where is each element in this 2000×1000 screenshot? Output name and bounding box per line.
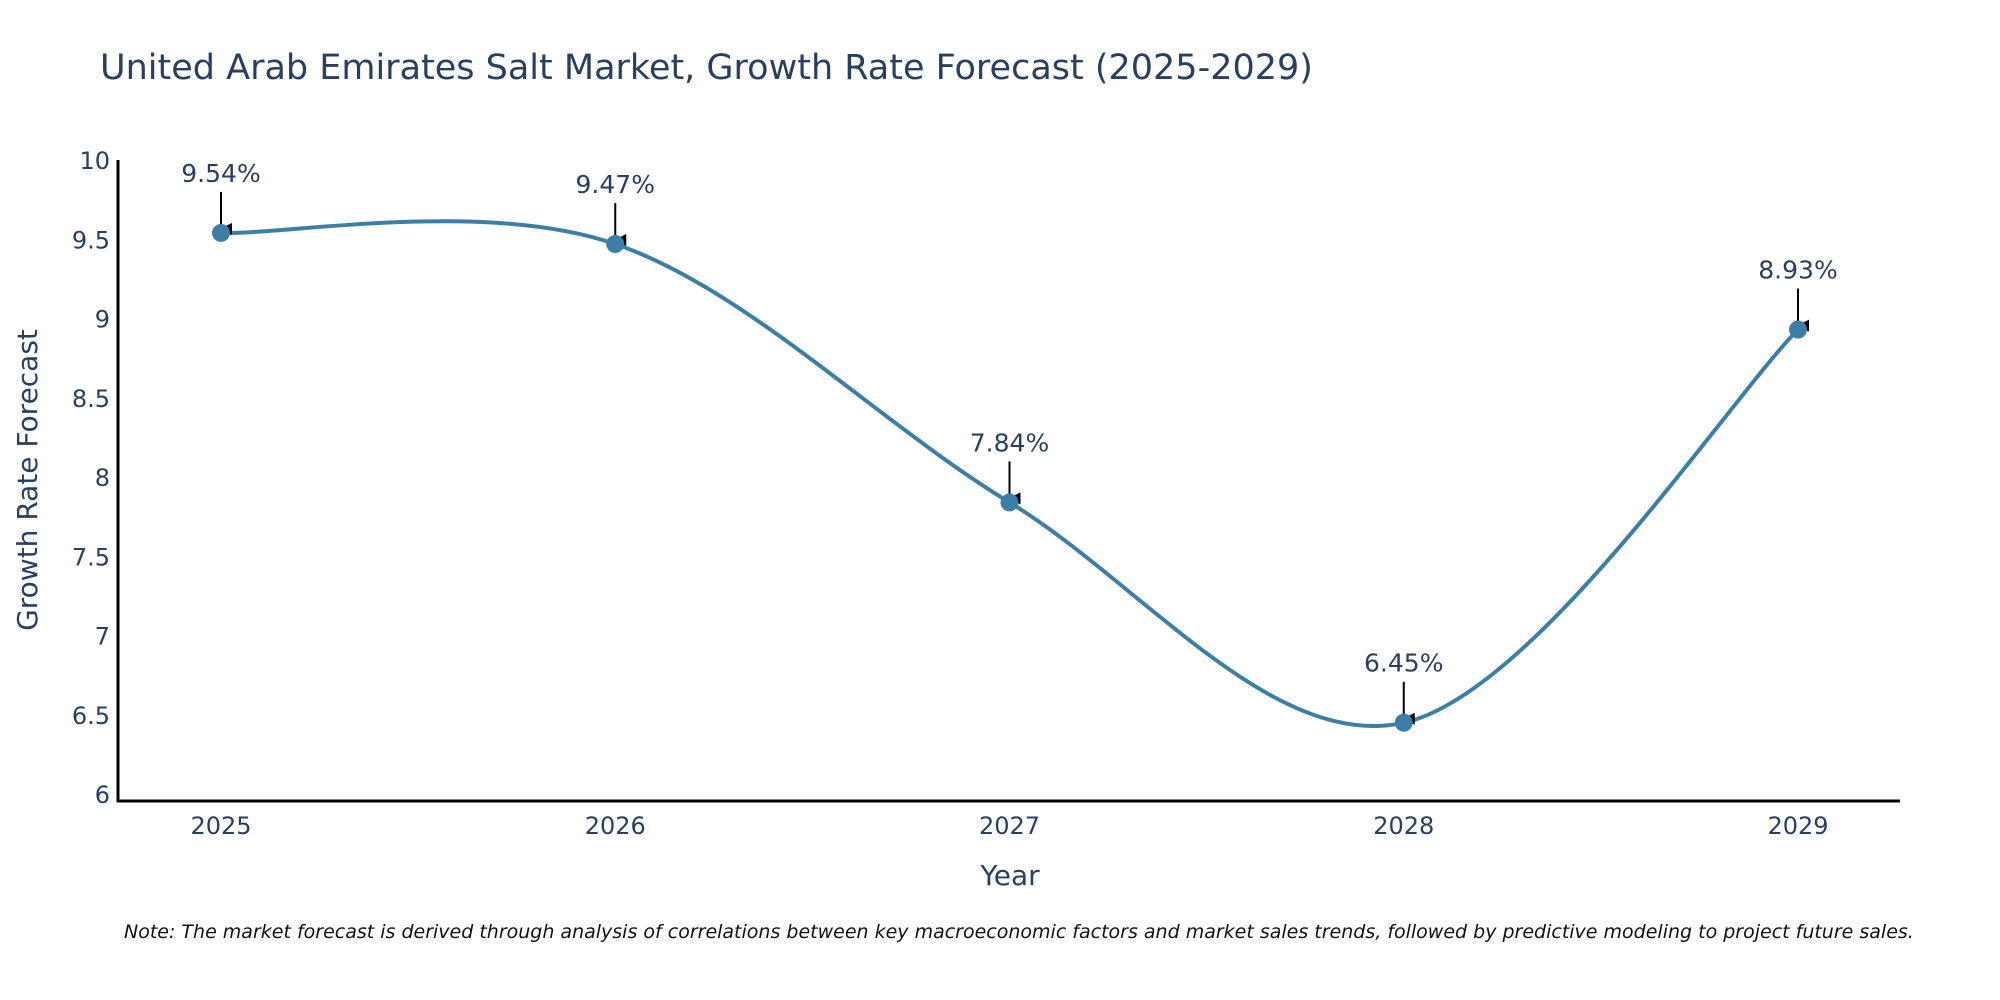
y-tick-label: 7.5 bbox=[72, 543, 110, 571]
x-axis-label: Year bbox=[979, 859, 1040, 892]
footnote: Note: The market forecast is derived thr… bbox=[124, 921, 1914, 943]
y-tick-label: 10 bbox=[79, 147, 110, 175]
data-point-marker bbox=[606, 235, 625, 254]
annotation-label: 8.93% bbox=[1758, 256, 1837, 285]
data-markers bbox=[212, 223, 1807, 732]
annotation-label: 6.45% bbox=[1364, 649, 1443, 678]
annotation-label: 7.84% bbox=[970, 428, 1049, 457]
y-tick-label: 6.5 bbox=[72, 702, 110, 730]
data-point-marker bbox=[1789, 320, 1807, 339]
y-tick-label: 8.5 bbox=[72, 385, 110, 413]
x-tick-label: 2027 bbox=[979, 812, 1040, 840]
y-tick-label: 7 bbox=[95, 623, 110, 651]
x-tick-label: 2028 bbox=[1373, 812, 1434, 840]
y-tick-label: 6 bbox=[95, 781, 110, 809]
data-annotations: 9.54% 9.47% 7.84% 6.45% 8.93% bbox=[181, 159, 1838, 725]
y-tick-label: 9 bbox=[95, 306, 110, 334]
y-tick-label: 9.5 bbox=[72, 226, 110, 254]
annotation-label: 9.47% bbox=[576, 170, 655, 199]
x-tick-label: 2029 bbox=[1767, 812, 1828, 840]
data-point-marker bbox=[212, 223, 230, 242]
data-point-marker bbox=[1000, 493, 1019, 512]
annotation-label: 9.54% bbox=[181, 159, 260, 188]
chart-title: United Arab Emirates Salt Market, Growth… bbox=[100, 48, 1313, 88]
y-tick-label: 8 bbox=[95, 464, 110, 492]
series-line bbox=[219, 219, 1800, 728]
x-tick-label: 2025 bbox=[190, 812, 251, 840]
y-axis-label: Growth Rate Forecast bbox=[11, 329, 44, 631]
x-tick-labels: 2025 2026 2027 2028 2029 bbox=[190, 812, 1828, 840]
data-point-marker bbox=[1394, 713, 1413, 732]
y-tick-labels: 6 6.5 7 7.5 8 8.5 9 9.5 10 bbox=[72, 147, 110, 809]
x-tick-label: 2026 bbox=[585, 812, 646, 840]
